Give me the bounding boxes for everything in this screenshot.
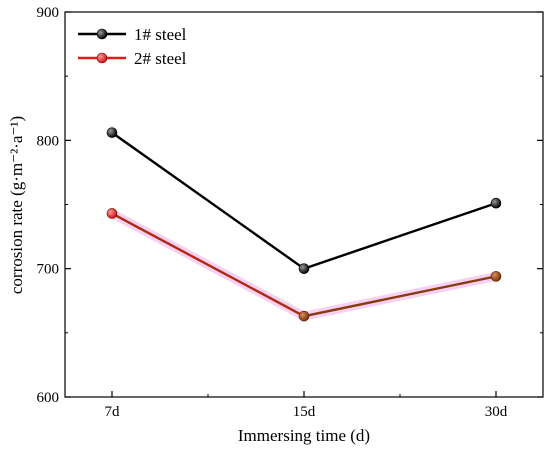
data-point-1-steel bbox=[298, 263, 310, 274]
y-tick-label: 600 bbox=[37, 390, 60, 406]
y-tick-label: 800 bbox=[37, 133, 60, 149]
legend-label: 1# steel bbox=[134, 25, 187, 44]
series-line-segment-2-steel bbox=[303, 275, 497, 318]
legend-swatch-marker bbox=[96, 52, 108, 64]
data-point-2-steel bbox=[298, 310, 310, 322]
y-axis-label: corrosion rate (g·m⁻²·a⁻¹) bbox=[7, 116, 26, 294]
x-tick-label: 7d bbox=[105, 404, 121, 420]
x-tick-label: 15d bbox=[293, 404, 316, 420]
data-point-2-steel bbox=[106, 208, 118, 219]
legend-label: 2# steel bbox=[134, 49, 187, 68]
series-layer bbox=[106, 127, 502, 322]
data-point-1-steel bbox=[106, 127, 118, 138]
x-axis: 7d 15d 30d bbox=[105, 391, 508, 420]
plot-frame bbox=[64, 11, 544, 398]
y-axis: 600 700 800 900 bbox=[37, 5, 543, 406]
data-point-1-steel bbox=[490, 197, 502, 209]
data-point-2-steel bbox=[490, 271, 502, 282]
legend-swatch-marker bbox=[96, 28, 108, 40]
x-axis-label: Immersing time (d) bbox=[238, 426, 370, 445]
series-line-segment-2-steel bbox=[111, 212, 305, 318]
y-tick-label: 700 bbox=[37, 262, 60, 278]
legend: 1# steel 2# steel bbox=[78, 25, 187, 68]
y-tick-label: 900 bbox=[37, 5, 60, 21]
x-tick-label: 30d bbox=[485, 404, 508, 420]
